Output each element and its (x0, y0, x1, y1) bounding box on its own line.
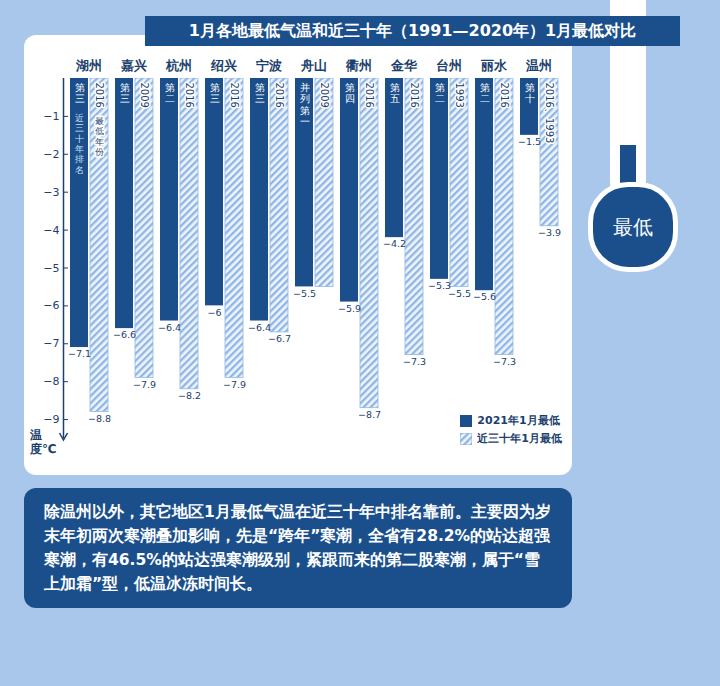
html-text:近三十年1月最低: 近三十年1月最低 (477, 432, 562, 445)
svg-text:−7.3: −7.3 (403, 356, 426, 367)
svg-text:−3.9: −3.9 (538, 227, 561, 238)
svg-text:−7.9: −7.9 (133, 379, 156, 390)
svg-text:−9: −9 (43, 413, 59, 426)
svg-text:2016: 2016 (364, 83, 375, 108)
svg-text:第二: 第二 (480, 82, 490, 105)
html-text:最低: 最低 (613, 215, 653, 239)
svg-text:−7.1: −7.1 (68, 348, 91, 359)
svg-text:第二: 第二 (165, 82, 175, 105)
svg-text:第三: 第三 (75, 82, 85, 105)
svg-text:−4.2: −4.2 (383, 238, 406, 249)
svg-text:−2: −2 (43, 148, 59, 161)
svg-text:−6.7: −6.7 (268, 333, 291, 344)
svg-text:−1: −1 (43, 110, 59, 123)
svg-text:−5: −5 (43, 261, 59, 274)
svg-text:温州: 温州 (525, 58, 552, 73)
svg-text:2009: 2009 (319, 83, 330, 108)
svg-text:−7.9: −7.9 (223, 379, 246, 390)
svg-text:绍兴: 绍兴 (210, 58, 237, 73)
svg-text:2016: 2016 (274, 83, 285, 108)
svg-text:近三十年排名: 近三十年排名 (75, 113, 84, 175)
svg-text:第十: 第十 (525, 82, 535, 105)
svg-text:−5.5: −5.5 (448, 288, 471, 299)
svg-text:2016: 2016 (184, 83, 195, 108)
svg-text:杭州: 杭州 (165, 58, 192, 73)
svg-text:−3: −3 (43, 186, 59, 199)
svg-text:−8: −8 (43, 375, 59, 388)
svg-text:第四: 第四 (345, 82, 355, 105)
svg-text:−8.2: −8.2 (178, 390, 201, 401)
svg-text:2016: 2016 (409, 83, 420, 108)
svg-text:−8.7: −8.7 (358, 409, 381, 420)
svg-text:第三: 第三 (210, 82, 220, 105)
html-text:1月各地最低气温和近三十年（1991—2020年）1月最低对: 1月各地最低气温和近三十年（1991—2020年）1月最低对比 (188, 21, 637, 40)
svg-text:−4: −4 (43, 224, 59, 237)
svg-text:−5.5: −5.5 (293, 288, 316, 299)
svg-text:2016、1993: 2016、1993 (544, 83, 555, 144)
svg-text:−5.3: −5.3 (428, 280, 451, 292)
svg-text:宁波: 宁波 (256, 58, 283, 73)
html-text:除温州以外，其它地区1月最低气温在近三十年中排名靠前。主要因: 除温州以外，其它地区1月最低气温在近三十年中排名靠前。主要因为岁末年初两次寒潮叠… (44, 503, 551, 593)
svg-text:2016: 2016 (94, 83, 105, 108)
svg-text:第三: 第三 (120, 82, 130, 105)
svg-text:1993: 1993 (454, 83, 465, 108)
svg-text:2009: 2009 (139, 83, 150, 108)
svg-text:−5.6: −5.6 (473, 291, 496, 302)
html-text:温度℃: 温度℃ (30, 428, 57, 457)
svg-text:第五: 第五 (390, 82, 400, 105)
svg-text:−6.4: −6.4 (248, 322, 271, 333)
svg-text:−5.9: −5.9 (338, 303, 361, 314)
svg-text:舟山: 舟山 (300, 58, 327, 73)
svg-text:衢州: 衢州 (345, 58, 372, 73)
svg-text:−6.4: −6.4 (158, 322, 181, 333)
svg-text:−8.8: −8.8 (88, 413, 111, 424)
html-text:2021年1月最低: 2021年1月最低 (477, 414, 560, 427)
svg-text:丽水: 丽水 (480, 58, 508, 73)
svg-text:−1.5: −1.5 (518, 136, 541, 147)
svg-text:−7: −7 (43, 337, 59, 350)
svg-text:台州: 台州 (436, 58, 462, 73)
svg-text:最低年份: 最低年份 (95, 116, 104, 157)
svg-text:第三: 第三 (255, 82, 265, 105)
svg-text:金华: 金华 (390, 58, 418, 73)
svg-text:2016: 2016 (499, 83, 510, 108)
svg-text:湖州: 湖州 (75, 58, 102, 73)
svg-text:−7.3: −7.3 (493, 356, 516, 367)
svg-text:2016: 2016 (229, 83, 240, 108)
svg-text:并列第一: 并列第一 (300, 82, 310, 128)
svg-text:−6: −6 (207, 307, 221, 318)
svg-text:第二: 第二 (435, 82, 445, 105)
svg-text:−6.6: −6.6 (113, 329, 136, 340)
svg-text:−6: −6 (43, 299, 59, 312)
svg-text:嘉兴: 嘉兴 (121, 58, 147, 73)
